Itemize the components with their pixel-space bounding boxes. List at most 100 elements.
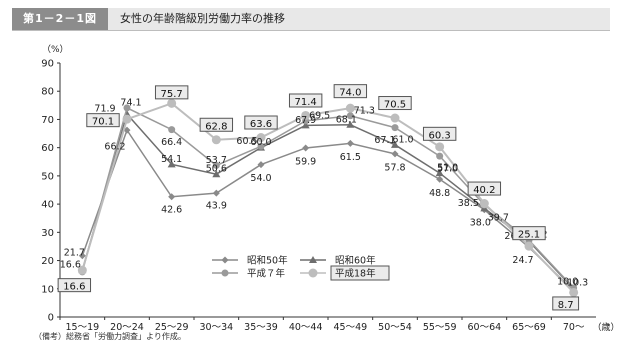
data-label: 8.7 [558,300,574,311]
data-point [346,139,354,147]
data-label: 69.5 [309,110,330,121]
data-label: 38.5 [458,198,479,209]
data-point [302,144,310,152]
legend-label: 平成７年 [247,268,286,280]
data-label: 40.2 [473,185,495,196]
figure-number: 第1－2－1図 [12,8,108,30]
y-tick-label: 30 [41,228,54,239]
legend-label: 昭和50年 [247,255,288,267]
data-point [168,126,176,134]
x-tick-label: 40～44 [289,322,323,333]
data-label: 74.1 [120,97,141,108]
x-tick-label: 30～34 [199,322,233,333]
data-label: 71.4 [295,97,317,108]
data-label: 74.0 [339,88,361,99]
y-tick-label: 60 [41,143,54,154]
data-label-box [154,85,189,100]
data-label: 48.8 [429,188,450,199]
series-line [81,112,575,290]
data-label-box [86,113,120,128]
source-note: （備考）総務省「労働力調査」より作成。 [34,332,186,341]
x-tick-label: 50～54 [378,322,412,333]
legend-label: 平成18年 [335,268,376,280]
y-tick-label: 40 [41,200,54,211]
data-label: 60.0 [250,137,271,148]
x-tick-label: 55～59 [423,322,457,333]
data-label: 68.1 [336,114,357,125]
data-label: 70.5 [384,100,406,111]
data-point [346,120,355,128]
y-tick-label: 70 [41,115,54,126]
data-label: 67.9 [295,115,316,126]
data-label: 71.3 [354,105,375,116]
data-label-box [57,278,92,293]
data-point [212,189,220,197]
data-label: 24.7 [512,255,533,266]
data-point [391,150,399,158]
x-tick-label: 35～39 [244,322,278,333]
data-point [257,142,265,150]
data-label: 42.6 [161,204,182,215]
data-point [122,114,132,124]
data-label: 53.7 [206,155,227,166]
x-tick-label: 65～69 [512,322,546,333]
data-point [391,124,399,132]
data-point [435,169,444,177]
x-tick-label: 70～ [563,322,585,333]
data-point [436,152,444,160]
data-point [77,265,87,275]
y-tick-label: 80 [41,87,54,98]
data-point [167,98,177,108]
x-tick-label: 25～29 [155,322,189,333]
data-label-box [244,115,278,130]
data-label: 63.6 [250,119,272,130]
data-point [167,160,176,168]
legend-label-box [330,265,390,281]
x-tick-label: 45～49 [333,322,367,333]
data-label-box [199,117,234,132]
data-label-box [288,93,323,108]
figure-header: 第1－2－1図 女性の年齢階級別労働力率の推移 [12,8,610,31]
data-point [211,135,221,145]
data-point [212,161,220,169]
data-label: 75.7 [161,89,183,100]
x-axis-label: （歳） [592,321,619,333]
data-label: 70.1 [92,117,114,128]
data-point [301,121,310,129]
data-label: 59.9 [295,156,316,167]
data-label: 61.0 [392,134,413,145]
data-label: 54.0 [250,173,271,184]
data-label: 67.1 [374,135,395,146]
data-label-box [467,181,502,196]
data-point [212,170,221,178]
data-point [436,175,444,183]
data-label: 16.6 [63,282,85,293]
data-label: 39.7 [488,212,509,223]
legend-marker [221,269,229,277]
data-label-box [422,126,457,141]
data-point [390,113,400,123]
data-point [78,252,86,260]
y-axis-label: （%） [42,44,69,55]
data-point [435,142,445,152]
data-label: 62.8 [205,121,227,132]
data-label: 51.0 [437,163,458,174]
data-point [479,199,489,209]
y-tick-label: 50 [41,171,54,182]
legend-marker [309,256,317,263]
data-point [569,287,579,297]
series-line [81,106,575,289]
data-label: 10.3 [567,277,588,288]
data-label: 25.1 [518,230,540,241]
data-label: 38.0 [470,217,491,228]
figure-title: 女性の年齢階級別労働力率の推移 [120,12,285,25]
x-tick-label: 20～24 [110,322,144,333]
y-tick-label: 10 [41,284,54,295]
data-point [123,104,131,112]
data-label: 54.1 [161,154,182,165]
data-point [346,112,354,120]
data-label: 71.9 [94,104,115,115]
data-label: 61.5 [340,152,361,163]
series-line [81,102,575,294]
data-point [168,193,176,201]
